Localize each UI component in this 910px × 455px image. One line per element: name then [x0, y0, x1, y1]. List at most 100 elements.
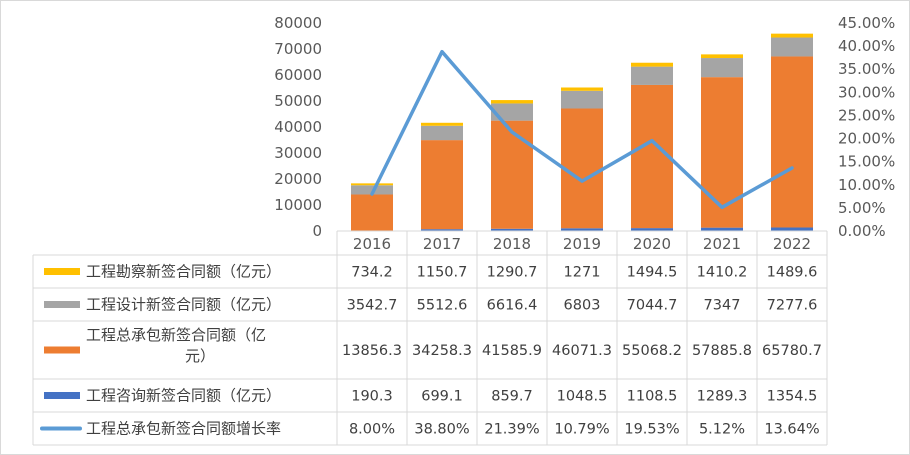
table-cell-value: 5.12%	[699, 422, 745, 438]
bar-segment	[491, 100, 533, 104]
y-left-tick-label: 60000	[274, 66, 322, 84]
x-category-label: 2016	[353, 235, 391, 253]
table-cell-value: 1410.2	[697, 265, 748, 281]
bar-segment	[631, 84, 673, 229]
y-left-tick-label: 30000	[274, 144, 322, 162]
y-right-tick-label: 35.00%	[838, 60, 895, 78]
y-left-tick-label: 10000	[274, 196, 322, 214]
table-cell-value: 1271	[564, 265, 601, 281]
x-category-label: 2021	[703, 235, 741, 253]
y-right-tick-label: 0.00%	[838, 222, 886, 240]
table-cell-value: 55068.2	[622, 343, 682, 359]
table-cell-value: 34258.3	[412, 343, 472, 359]
table-cell-value: 65780.7	[762, 343, 822, 359]
bar-segment	[771, 33, 813, 38]
y-right-tick-label: 15.00%	[838, 153, 895, 171]
legend-key-swatch	[44, 268, 80, 275]
y-left-tick-label: 80000	[274, 14, 322, 32]
bar-segment	[421, 140, 463, 230]
bar-segment	[631, 228, 673, 231]
x-category-label: 2017	[423, 235, 461, 253]
bar-segment	[491, 120, 533, 229]
x-category-label: 2020	[633, 235, 671, 253]
y-left-tick-label: 50000	[274, 92, 322, 110]
table-cell-value: 8.00%	[349, 422, 395, 438]
table-cell-value: 859.7	[491, 389, 533, 405]
bar-segment	[421, 229, 463, 231]
table-cell-value: 46071.3	[552, 343, 612, 359]
bar-segment	[631, 66, 673, 85]
y-right-tick-label: 5.00%	[838, 199, 886, 217]
table-cell-value: 1489.6	[767, 265, 818, 281]
bar-segment	[701, 54, 743, 59]
table-cell-value: 10.79%	[554, 422, 609, 438]
bar-segment	[701, 58, 743, 78]
bar-segment	[421, 122, 463, 126]
bar-segment	[561, 90, 603, 109]
table-cell-value: 699.1	[421, 389, 463, 405]
table-cell-value: 1289.3	[697, 389, 748, 405]
legend-label: 工程总承包新签合同额增长率	[86, 420, 281, 438]
table-cell-value: 6616.4	[487, 298, 538, 314]
bar-segment	[561, 108, 603, 229]
bar-segment	[771, 37, 813, 57]
table-cell-value: 7347	[704, 298, 741, 314]
table-cell-value: 1108.5	[627, 389, 678, 405]
table-cell-value: 1150.7	[417, 265, 468, 281]
y-left-tick-label: 20000	[274, 170, 322, 188]
y-right-tick-label: 40.00%	[838, 37, 895, 55]
bar-segment	[561, 87, 603, 91]
bar-segment	[701, 227, 743, 231]
legend-key-swatch	[44, 346, 80, 354]
bar-segment	[771, 56, 813, 228]
legend-label: 元）	[185, 347, 215, 365]
y-right-tick-label: 20.00%	[838, 130, 895, 148]
table-cell-value: 6803	[564, 298, 601, 314]
y-left-tick-label: 40000	[274, 118, 322, 136]
bar-segment	[351, 194, 393, 231]
bar-segment	[491, 103, 533, 121]
bar-segment	[771, 227, 813, 231]
table-cell-value: 190.3	[351, 389, 393, 405]
growth-rate-line	[370, 49, 794, 210]
table-cell-value: 7277.6	[767, 298, 818, 314]
legend-label: 工程咨询新签合同额（亿元）	[86, 387, 281, 405]
table-cell-value: 57885.8	[692, 343, 752, 359]
table-cell-value: 3542.7	[347, 298, 398, 314]
bar-segment	[351, 185, 393, 195]
legend-key-swatch	[44, 392, 80, 399]
table-cell-value: 1290.7	[487, 265, 538, 281]
y-left-tick-label: 0	[312, 222, 322, 240]
table-cell-value: 41585.9	[482, 343, 542, 359]
legend-key-swatch	[44, 301, 80, 308]
bar-segment	[631, 62, 673, 67]
bar-segment	[421, 125, 463, 141]
table-cell-value: 734.2	[351, 265, 393, 281]
bar-segment	[561, 228, 603, 231]
legend-label: 工程总承包新签合同额（亿	[86, 326, 266, 344]
x-category-label: 2022	[773, 235, 811, 253]
table-cell-value: 7044.7	[627, 298, 678, 314]
table-cell-value: 13856.3	[342, 343, 402, 359]
bar-segment	[351, 183, 393, 186]
table-cell-value: 19.53%	[624, 422, 679, 438]
table-cell-value: 38.80%	[414, 422, 469, 438]
table-cell-value: 1354.5	[767, 389, 818, 405]
y-right-tick-label: 45.00%	[838, 14, 895, 32]
bar-segment	[701, 77, 743, 228]
y-right-tick-label: 30.00%	[838, 83, 895, 101]
table-cell-value: 1048.5	[557, 389, 608, 405]
table-cell-value: 21.39%	[484, 422, 539, 438]
y-right-tick-label: 25.00%	[838, 106, 895, 124]
table-cell-value: 1494.5	[627, 265, 678, 281]
bar-segment	[491, 228, 533, 231]
y-right-tick-label: 10.00%	[838, 176, 895, 194]
x-category-label: 2018	[493, 235, 531, 253]
table-cell-value: 13.64%	[764, 422, 819, 438]
table-cell-value: 5512.6	[417, 298, 468, 314]
x-category-label: 2019	[563, 235, 601, 253]
legend-label: 工程勘察新签合同额（亿元）	[86, 263, 281, 281]
y-left-tick-label: 70000	[274, 40, 322, 58]
legend-label: 工程设计新签合同额（亿元）	[86, 296, 281, 314]
